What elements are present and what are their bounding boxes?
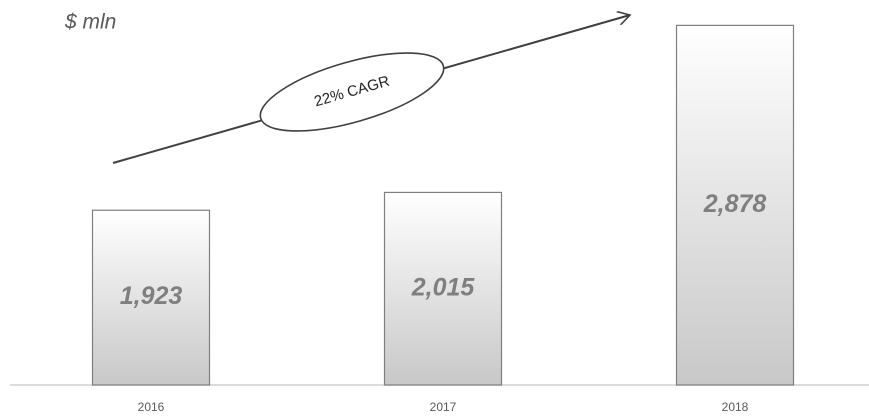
bar xyxy=(675,24,795,386)
cagr-callout: 22% CAGR xyxy=(259,52,445,132)
value-label: 2,015 xyxy=(411,273,476,301)
unit-label: $ mln xyxy=(64,11,116,34)
x-tick-label: 2018 xyxy=(722,400,749,414)
value-label: 2,878 xyxy=(703,190,767,218)
x-tick-label: 2016 xyxy=(138,400,165,414)
value-label: 1,923 xyxy=(120,282,183,310)
cagr-ellipse xyxy=(259,52,445,132)
x-tick-label: 2017 xyxy=(430,400,457,414)
bar xyxy=(91,209,211,386)
bar xyxy=(383,191,503,386)
